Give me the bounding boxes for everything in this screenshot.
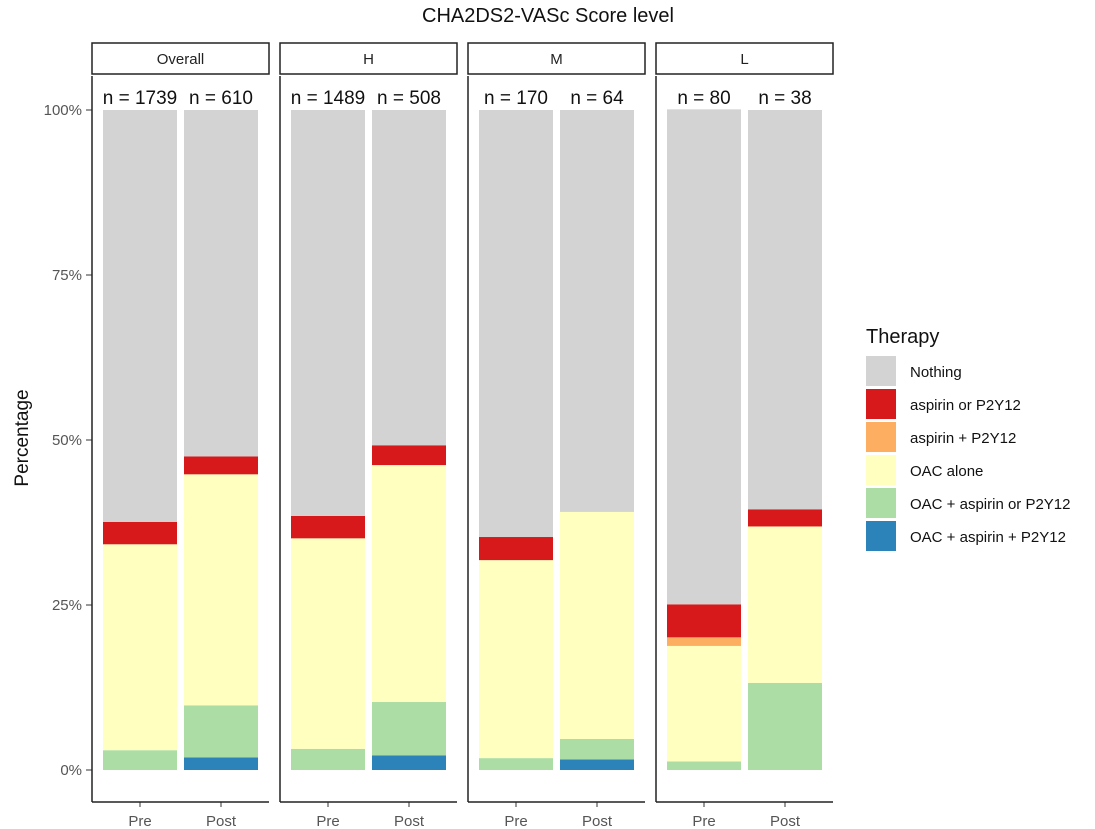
y-tick-label: 50% (52, 432, 82, 449)
bar-segment (184, 110, 258, 457)
facet-panel: Ln = 80 Pre n = 38 Post (655, 42, 834, 829)
bar-segment (667, 645, 741, 762)
bar-count-label: n = 80 (677, 88, 730, 109)
legend-swatch (866, 521, 896, 551)
x-tick-label: Pre (316, 813, 339, 829)
legend-label: aspirin or P2Y12 (910, 397, 1021, 414)
bar-segment (103, 521, 177, 545)
bar-count-label: n = 64 (570, 88, 624, 109)
bar-segment (103, 110, 177, 522)
legend-label: OAC + aspirin + P2Y12 (910, 529, 1066, 546)
bar-segment (748, 509, 822, 527)
facet-panel: Overall n = 1739 Pre n = 610 Post (91, 42, 270, 829)
bar-segment (560, 511, 634, 739)
facet-panel: Hn = 1489 Pre n = 508 Post (279, 42, 458, 829)
bar-count-label: n = 508 (377, 88, 441, 109)
facet-strip-label: L (740, 51, 748, 68)
legend-label: aspirin + P2Y12 (910, 430, 1016, 447)
bar-segment (184, 456, 258, 475)
x-tick-label: Pre (128, 813, 151, 829)
bar-segment (748, 682, 822, 770)
legend-swatch (866, 455, 896, 485)
y-tick-label: 0% (60, 762, 82, 779)
legend-title: Therapy (866, 326, 939, 348)
bar-segment (184, 705, 258, 758)
legend-label: OAC + aspirin or P2Y12 (910, 496, 1071, 513)
x-tick-label: Post (206, 813, 237, 829)
bar-count-label: n = 38 (758, 88, 811, 109)
legend-swatch (866, 488, 896, 518)
bar-segment (291, 748, 365, 770)
bar-segment (372, 702, 446, 756)
facet-strip (279, 42, 458, 75)
bar-segment (372, 110, 446, 446)
x-tick-label: Post (582, 813, 613, 829)
bar-segment (667, 109, 741, 605)
bar-segment (479, 758, 553, 770)
bar-segment (667, 637, 741, 646)
bar-count-label: n = 1739 (103, 88, 178, 109)
bar-segment (372, 445, 446, 466)
bar-segment (479, 560, 553, 759)
facet-strip-label: M (550, 51, 563, 68)
legend-label: Nothing (910, 364, 962, 381)
x-tick-label: Pre (504, 813, 527, 829)
facet-panels: Overall n = 1739 Pre n = 610 Post Hn = 1489 Pr… (91, 42, 834, 829)
bar-segment (103, 544, 177, 751)
facet-panel: Mn = 170 Pre n = 64 Post (467, 42, 646, 829)
bar-segment (291, 110, 365, 516)
bar-segment (291, 515, 365, 539)
chart-title: CHA2DS2-VASc Score level (422, 5, 674, 27)
y-tick-label: 100% (44, 102, 82, 119)
legend: Therapy Nothing aspirin or P2Y12 aspirin +… (866, 326, 1071, 551)
y-tick-label: 75% (52, 267, 82, 284)
facet-strip (467, 42, 646, 75)
bar-segment (667, 761, 741, 770)
facet-strip-label: H (363, 51, 374, 68)
y-axis: 0% 25% 50% 75% 100% (44, 102, 92, 779)
legend-label: OAC alone (910, 463, 983, 480)
bar-segment (184, 757, 258, 770)
x-tick-label: Post (770, 813, 801, 829)
bar-segment (372, 755, 446, 770)
facet-strip (655, 42, 834, 75)
bar-segment (748, 526, 822, 683)
bar-segment (184, 474, 258, 706)
bar-segment (560, 738, 634, 760)
bar-count-label: n = 170 (484, 88, 548, 109)
bar-segment (748, 110, 822, 510)
y-tick-label: 25% (52, 597, 82, 614)
bar-count-label: n = 1489 (291, 88, 366, 109)
x-tick-label: Pre (692, 813, 715, 829)
bar-segment (479, 110, 553, 538)
facet-strip-label: Overall (157, 51, 205, 68)
bar-segment (291, 538, 365, 749)
legend-swatch (866, 422, 896, 452)
legend-swatch (866, 389, 896, 419)
bar-segment (479, 537, 553, 561)
bar-count-label: n = 610 (189, 88, 253, 109)
y-axis-label: Percentage (12, 389, 33, 486)
bar-segment (560, 110, 634, 512)
bar-segment (103, 750, 177, 770)
bar-segment (372, 465, 446, 703)
legend-swatch (866, 356, 896, 386)
bar-segment (667, 604, 741, 638)
x-tick-label: Post (394, 813, 425, 829)
facet-strip (91, 42, 270, 75)
bar-segment (560, 759, 634, 770)
